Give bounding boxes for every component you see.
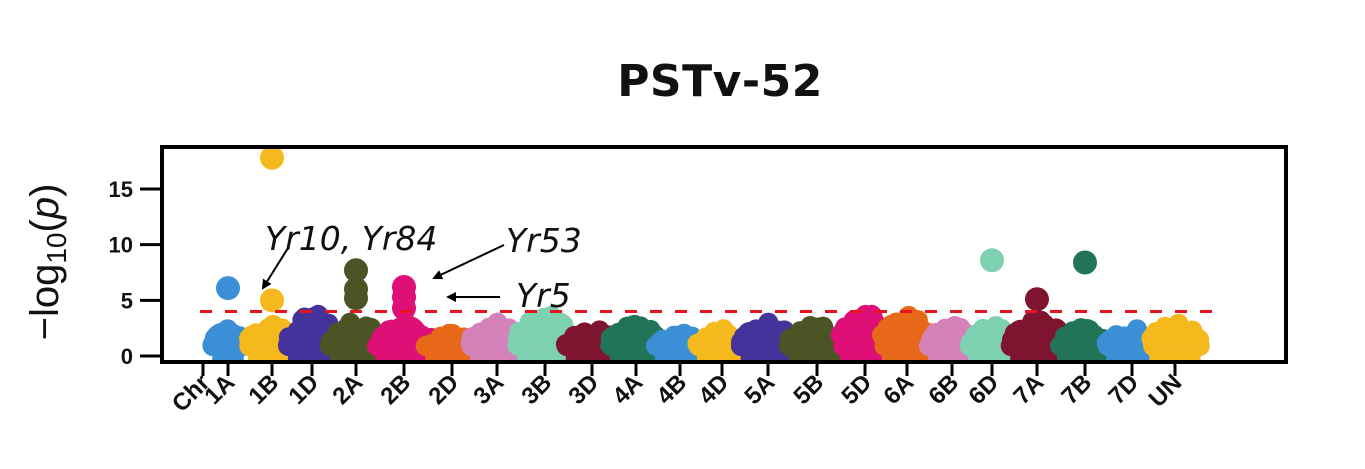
y-tick-label: 0 [121,344,133,369]
chromosome-UN-points [1141,313,1210,361]
y-axis-label: −log10(p) [23,184,72,341]
x-tick-label: 4B [651,369,692,410]
outlier-point [344,277,368,302]
x-tick-label: UN [1144,369,1188,413]
outlier-point [1025,287,1049,312]
x-tick-label: 1A [199,369,240,410]
x-tick-label: 5B [788,369,829,410]
x-tick-label: 5D [836,369,877,410]
annotation-arrow [261,247,289,290]
x-tick-label: 4D [693,369,734,410]
data-points [202,145,1210,361]
outlier-point [344,258,368,283]
x-tick-label: 6A [878,369,919,410]
x-tick-label: 7B [1056,369,1097,410]
x-tick-label: 6D [963,369,1004,410]
annotation-arrow [432,244,505,280]
chromosome-4D-points [687,319,757,361]
x-tick-label: 7A [1008,369,1049,410]
x-tick-label: 4A [607,369,648,410]
outlier-point [392,274,416,299]
x-tick-label: 3A [468,369,509,410]
annotation-label: Yr53 [506,221,582,260]
y-tick-label: 5 [121,288,133,313]
outlier-point [260,145,284,170]
x-tick-label: 3D [563,369,604,410]
x-tick-label: 6B [923,369,964,410]
x-tick-label: 2A [327,369,368,410]
y-tick-label: 15 [109,177,133,202]
x-tick-label: 7D [1103,369,1144,410]
outlier-point [1073,250,1097,275]
chromosome-1A-points [202,276,253,361]
x-tick-label: 3B [516,369,557,410]
annotation-label: Yr5 [516,276,571,315]
outlier-point [980,248,1004,273]
x-tick-label: 2D [423,369,464,410]
outlier-point [216,276,240,301]
outlier-point [260,288,284,313]
y-axis-label-text: −log10(p) [23,184,72,341]
y-tick-label: 10 [109,233,133,258]
chart-title: PSTv-52 [617,56,823,107]
x-tick-label: 1D [283,369,324,410]
annotation-label: Yr10, Yr84 [265,219,437,258]
x-tick-label: 2B [375,369,416,410]
y-axis: 0 5 10 15 [109,177,162,369]
x-tick-label: 5A [739,369,780,410]
x-tick-label: 1B [243,369,284,410]
gene-annotations: Yr10, Yr84 Yr53 Yr5 [261,219,582,315]
plot-frame [160,145,1288,364]
